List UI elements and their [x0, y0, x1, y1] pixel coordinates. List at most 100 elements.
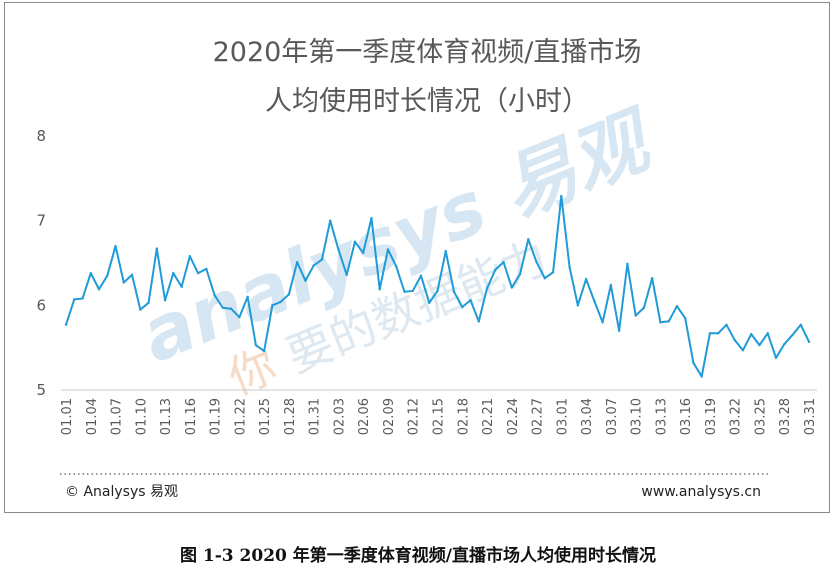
data-point — [395, 265, 398, 268]
x-tick-label: 03.28 — [778, 398, 793, 435]
data-point — [205, 267, 208, 271]
watermark: analysys 易观 你 要的数据能力 — [130, 96, 668, 406]
data-points — [64, 194, 811, 378]
data-point — [97, 288, 101, 291]
data-point — [609, 283, 613, 287]
data-point — [527, 238, 530, 241]
data-point — [774, 356, 778, 360]
data-point — [221, 306, 225, 310]
data-point — [106, 274, 109, 277]
data-point — [114, 244, 117, 248]
data-point — [543, 277, 547, 280]
x-tick-label: 01.01 — [60, 398, 75, 435]
data-point — [89, 271, 92, 275]
x-tick-label: 02.21 — [481, 398, 496, 435]
data-point — [783, 343, 786, 346]
data-point — [172, 271, 175, 275]
x-tick-label: 03.19 — [704, 398, 719, 435]
data-point — [510, 286, 513, 289]
data-point — [428, 301, 431, 304]
data-point — [766, 332, 769, 335]
data-point — [155, 247, 159, 250]
x-tick-label: 02.24 — [506, 398, 521, 435]
data-point — [799, 323, 802, 327]
data-point — [568, 266, 571, 269]
data-point — [403, 290, 406, 293]
data-point — [246, 295, 249, 299]
data-point — [494, 268, 497, 271]
x-tick-label: 02.15 — [432, 398, 447, 435]
data-point — [130, 273, 134, 277]
data-point — [700, 375, 703, 378]
data-point — [436, 289, 439, 293]
data-point — [518, 272, 522, 276]
data-point — [122, 281, 125, 284]
x-tick-label: 01.04 — [85, 398, 100, 435]
data-point — [271, 304, 274, 307]
y-tick-label: 6 — [36, 296, 46, 314]
x-tick-label: 03.31 — [803, 398, 818, 435]
x-tick-label: 03.07 — [605, 398, 620, 435]
data-point — [73, 298, 76, 301]
data-point — [452, 290, 456, 293]
y-axis: 5 6 7 8 — [36, 127, 46, 399]
data-point — [139, 308, 142, 311]
x-tick-label: 01.16 — [184, 398, 199, 435]
data-point — [576, 304, 580, 307]
y-tick-label: 5 — [36, 381, 46, 399]
data-point — [147, 301, 150, 304]
data-point — [675, 304, 679, 308]
data-point — [196, 271, 200, 275]
x-tick-label: 03.16 — [679, 398, 694, 435]
data-point — [295, 260, 299, 264]
footer-copyright: © Analysys 易观 — [65, 484, 178, 500]
data-point — [601, 321, 604, 324]
data-point — [659, 321, 662, 324]
x-tick-label: 03.10 — [630, 398, 645, 435]
data-point — [328, 219, 332, 222]
data-point — [362, 251, 365, 255]
data-point — [386, 248, 390, 251]
data-point — [229, 307, 233, 310]
x-axis-ticks: 01.01 01.04 01.07 01.10 01.13 01.16 01.19 01.22… — [60, 398, 818, 435]
chart-frame: analysys 易观 你 要的数据能力 2020年第一季度体育视频/直播市场 … — [4, 2, 830, 513]
data-point — [642, 306, 646, 310]
x-tick-label: 01.28 — [283, 398, 298, 435]
data-point — [337, 248, 340, 251]
data-point — [345, 273, 348, 277]
y-tick-label: 7 — [36, 212, 46, 230]
x-tick-label: 03.01 — [555, 398, 570, 435]
data-point — [163, 299, 167, 302]
data-point — [411, 289, 414, 293]
data-point — [485, 287, 489, 290]
data-point — [279, 300, 282, 304]
data-point — [716, 332, 720, 335]
x-tick-label: 01.22 — [233, 398, 248, 435]
x-tick-label: 01.13 — [159, 398, 174, 435]
data-point — [312, 264, 315, 267]
data-point — [469, 299, 472, 302]
data-point — [535, 260, 538, 264]
data-point — [502, 260, 505, 264]
data-point — [370, 216, 373, 220]
x-tick-label: 02.06 — [357, 398, 372, 435]
data-point — [750, 332, 753, 336]
x-tick-label: 02.03 — [332, 398, 347, 435]
data-point — [444, 249, 447, 253]
data-point — [213, 293, 216, 297]
data-point — [807, 340, 811, 343]
x-tick-label: 03.22 — [729, 398, 744, 435]
data-point — [708, 332, 712, 335]
data-point — [551, 271, 555, 274]
y-tick-label: 8 — [36, 127, 46, 145]
data-point — [304, 279, 307, 282]
data-point — [320, 258, 324, 261]
data-point — [650, 277, 654, 280]
data-point — [378, 288, 381, 291]
data-point — [254, 343, 258, 347]
data-point — [617, 329, 621, 332]
data-point — [667, 320, 670, 323]
data-point — [477, 320, 480, 323]
data-point — [683, 316, 687, 320]
data-point — [791, 333, 794, 337]
